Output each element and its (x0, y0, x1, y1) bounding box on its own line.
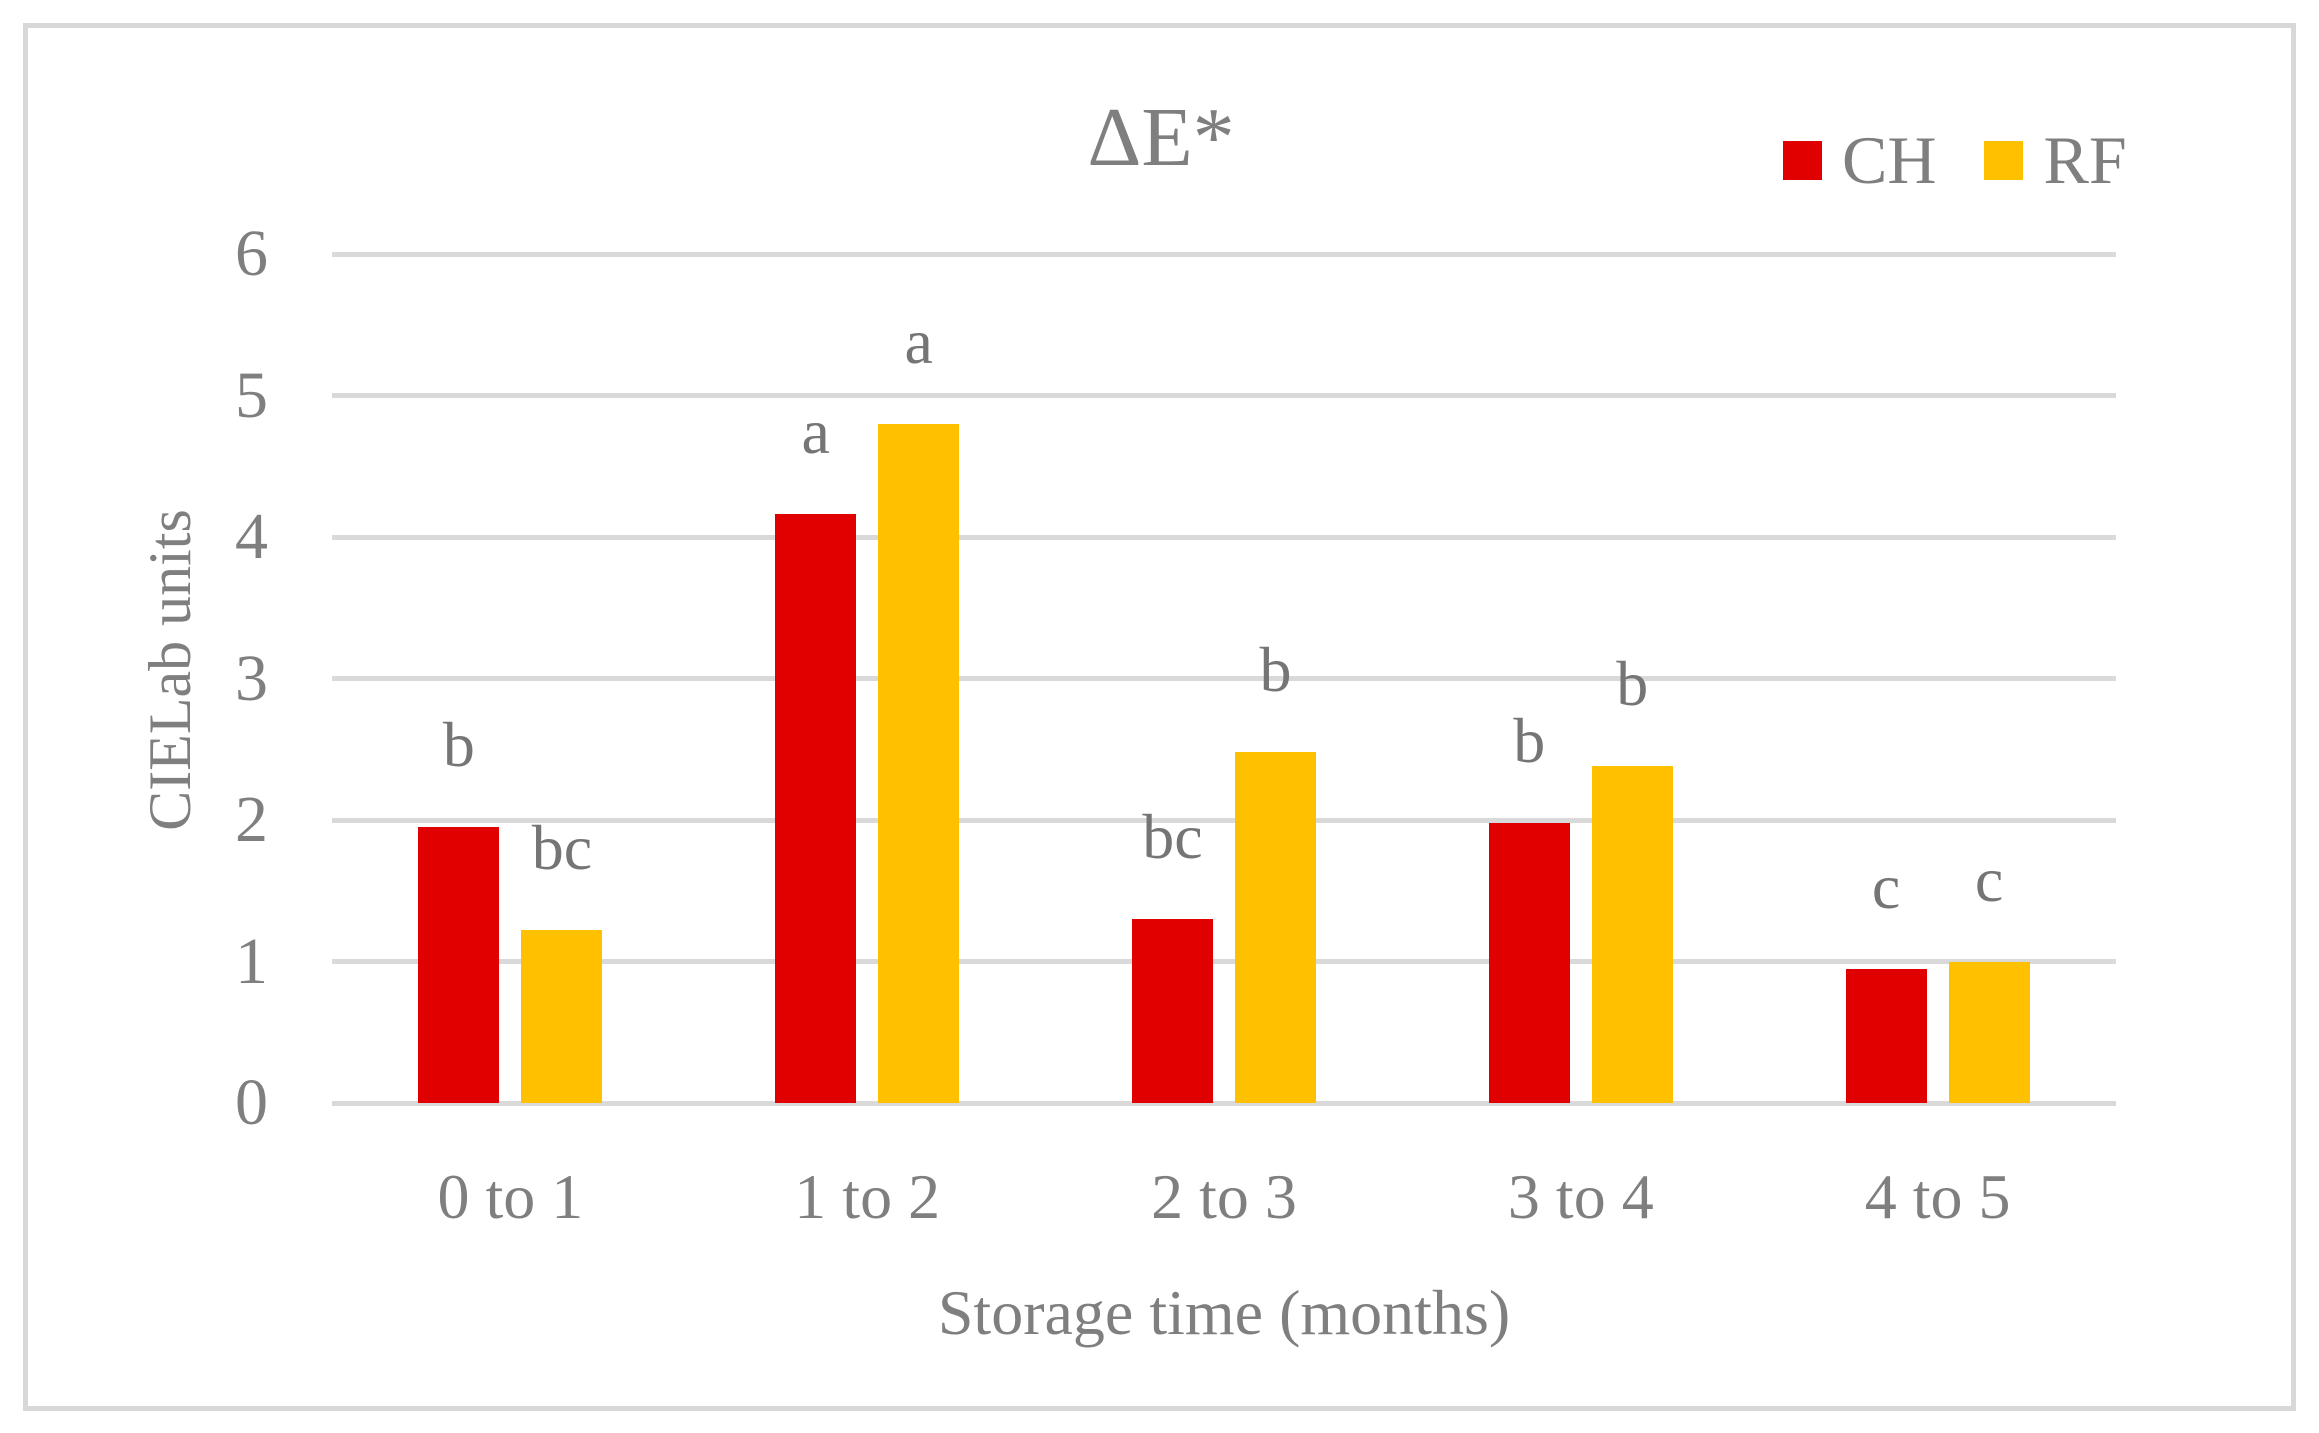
x-category-label-3-to-4: 3 to 4 (1507, 1161, 1654, 1232)
sig-letter-RF-4-to-5: c (1974, 843, 2004, 915)
legend-label-CH: CH (1842, 122, 1937, 198)
x-axis-title: Storage time (months) (937, 1277, 1511, 1348)
x-category-label-1-to-2: 1 to 2 (794, 1161, 941, 1232)
sig-letter-CH-1-to-2: a (801, 396, 830, 468)
gridline-y-5 (332, 393, 2116, 398)
legend: CH RF (1783, 126, 2127, 194)
chart-title: ΔE* (1087, 91, 1235, 184)
bar-CH-1-to-2 (775, 514, 857, 1103)
sig-letter-RF-2-to-3: b (1259, 634, 1292, 706)
bar-RF-3-to-4 (1591, 766, 1673, 1103)
x-category-label-2-to-3: 2 to 3 (1151, 1161, 1297, 1232)
legend-item-CH: CH (1783, 126, 1936, 194)
bar-CH-0-to-1 (418, 827, 500, 1103)
y-tick-label-1: 1 (235, 924, 268, 998)
y-tick-label-2: 2 (235, 783, 268, 856)
chart-border (23, 23, 2296, 1411)
gridline-y-0 (332, 1100, 2116, 1106)
bar-CH-4-to-5 (1845, 968, 1927, 1103)
sig-letter-RF-1-to-2: a (904, 305, 933, 377)
sig-letter-CH-0-to-1: b (442, 709, 475, 781)
y-tick-label-5: 5 (235, 358, 268, 432)
sig-letter-CH-2-to-3: bc (1142, 801, 1203, 873)
y-tick-label-4: 4 (235, 500, 268, 573)
bar-RF-2-to-3 (1235, 752, 1316, 1103)
bar-CH-2-to-3 (1132, 919, 1213, 1103)
gridline-y-6 (332, 251, 2116, 257)
legend-swatch-CH (1783, 140, 1822, 180)
bar-RF-4-to-5 (1948, 961, 2030, 1103)
sig-letter-RF-3-to-4: b (1616, 648, 1649, 720)
gridline-y-3 (332, 676, 2116, 681)
gridline-y-4 (332, 534, 2116, 540)
x-category-label-4-to-5: 4 to 5 (1864, 1161, 2011, 1232)
x-category-label-0-to-1: 0 to 1 (437, 1161, 584, 1232)
bar-RF-0-to-1 (521, 930, 603, 1103)
y-axis-title: CIELab units (137, 509, 203, 831)
y-tick-label-6: 6 (235, 217, 268, 290)
sig-letter-CH-4-to-5: c (1871, 850, 1901, 922)
legend-label-RF: RF (2043, 122, 2127, 198)
legend-item-RF: RF (1984, 122, 2127, 198)
legend-swatch-RF (1984, 140, 2024, 180)
plot-area: b a bc b c bc a b b c (332, 251, 2116, 1106)
gridline-y-1 (332, 959, 2116, 964)
sig-letter-CH-3-to-4: b (1513, 704, 1546, 776)
gridline-y-2 (332, 817, 2116, 823)
y-tick-label-3: 3 (235, 641, 268, 715)
bar-RF-1-to-2 (878, 423, 960, 1103)
y-tick-label-0: 0 (235, 1066, 268, 1139)
bar-CH-3-to-4 (1488, 822, 1570, 1103)
sig-letter-RF-0-to-1: bc (531, 812, 593, 884)
